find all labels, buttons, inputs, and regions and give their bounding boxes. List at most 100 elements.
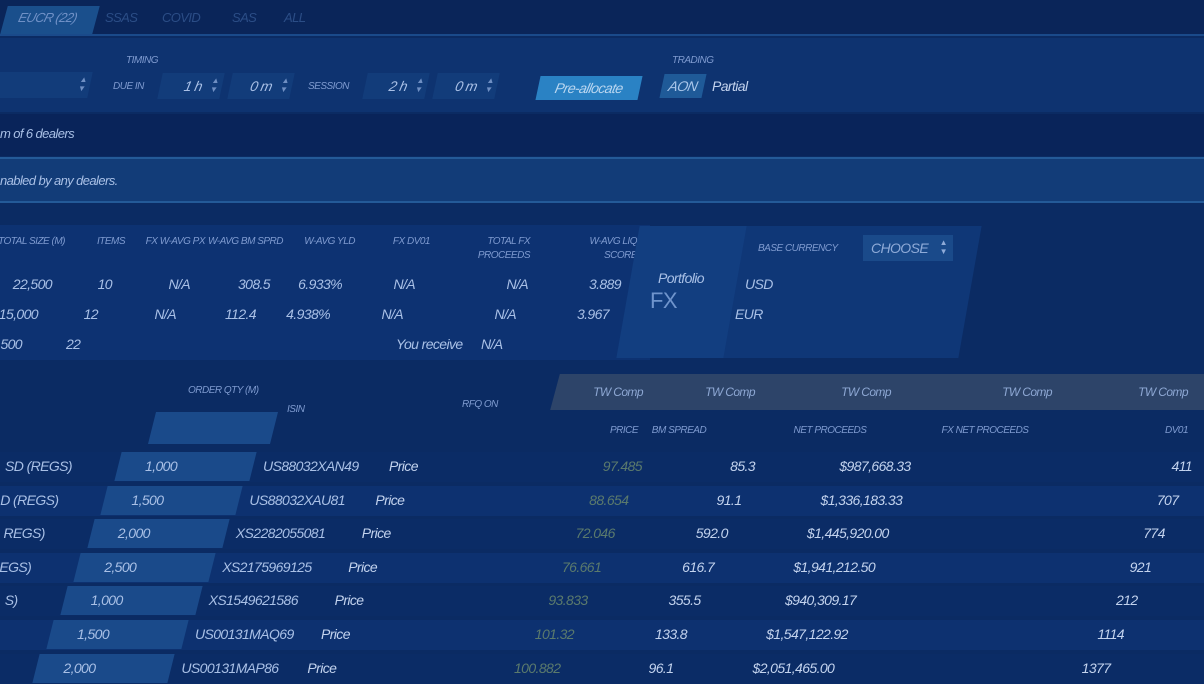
bond-name: D (REGS) (0, 491, 59, 508)
dealers-text: m of 6 dealers (0, 126, 75, 141)
tab-all[interactable]: ALL (284, 10, 306, 25)
price-value: 88.654 (589, 491, 629, 508)
summary-cell: 6.933% (298, 276, 342, 292)
select-value: CHOOSE (871, 240, 929, 256)
tab-sas[interactable]: SAS (232, 10, 257, 25)
bm-spread-value: 91.1 (716, 491, 742, 508)
dropdown-select[interactable]: ▲ ▼ (0, 72, 93, 98)
order-qty-value: 1,500 (131, 491, 164, 508)
tab-covid[interactable]: COVID (162, 10, 201, 25)
tab-ssas[interactable]: SSAS (105, 10, 138, 25)
table-row[interactable] (0, 620, 1204, 650)
due-hours-spinner[interactable]: 1 h ▲ ▼ (157, 73, 225, 99)
tab-eucr[interactable]: EUCR (22) (0, 6, 100, 34)
order-qty-input[interactable] (73, 552, 216, 582)
price-value: 72.046 (575, 525, 616, 542)
isin-header: ISIN (287, 404, 305, 415)
order-qty-input[interactable] (114, 452, 257, 481)
summary-header: W-AVG YLD (304, 236, 355, 247)
isin: XS2282055081 (235, 525, 326, 542)
net-proceeds-value: $1,547,122.92 (766, 626, 848, 642)
notice-text: nabled by any dealers. (0, 173, 118, 188)
currency-usd[interactable]: USD (745, 276, 773, 292)
net-proceeds-value: $2,051,465.00 (752, 659, 835, 676)
summary-cell: N/A (154, 306, 176, 322)
summary-cell: N/A (393, 276, 415, 292)
net-proceeds-value: $1,445,920.00 (806, 525, 889, 542)
isin: US00131MAP86 (181, 659, 279, 676)
order-qty-value: 1,000 (90, 592, 124, 609)
tab-label: EUCR (22) (16, 10, 79, 25)
isin: US88032XAN49 (263, 458, 359, 474)
summary-header: TOTAL SIZE (M) (0, 236, 66, 247)
order-qty-input[interactable] (100, 485, 244, 515)
price-value: 100.882 (513, 659, 561, 676)
rfq-on-value[interactable]: Price (348, 558, 378, 575)
due-minutes-spinner[interactable]: 0 m ▲ ▼ (227, 73, 295, 99)
group-header: TW Comp (841, 385, 891, 399)
summary-header: W-AVG BM SPRD (208, 236, 284, 247)
order-qty-value: 1,000 (145, 458, 178, 474)
spinner-value: 2 h (387, 78, 409, 94)
rfq-on-value[interactable]: Price (334, 592, 365, 609)
bm-spread-value: 133.8 (654, 626, 688, 642)
rfq-on-value[interactable]: Price (361, 525, 392, 542)
net-proceeds-value: $940,309.17 (784, 592, 857, 609)
total-size: 500 (0, 336, 22, 352)
bond-name: S) (4, 592, 18, 609)
dv01-value: 1377 (1081, 659, 1111, 676)
you-receive-value: N/A (481, 336, 503, 352)
spinner-arrows-icon: ▲ ▼ (76, 75, 89, 93)
summary-cell: 10 (97, 276, 113, 292)
spinner-value: 0 m (453, 78, 479, 94)
bm-spread-value: 85.3 (730, 458, 755, 474)
session-hours-spinner[interactable]: 2 h ▲ ▼ (362, 73, 430, 99)
summary-cell: 3.967 (576, 306, 610, 322)
bond-name: EGS) (0, 558, 32, 575)
order-qty-value: 2,500 (104, 558, 137, 575)
order-qty-header: ORDER QTY (M) (188, 385, 259, 396)
order-qty-value: 1,500 (77, 626, 110, 642)
qty-filter-box[interactable] (148, 412, 278, 444)
isin: XS2175969125 (222, 558, 312, 575)
rfq-on-value[interactable]: Price (321, 626, 351, 642)
order-qty-input[interactable] (87, 519, 230, 549)
column-header: NET PROCEEDS (793, 425, 867, 436)
dv01-value: 707 (1156, 491, 1179, 508)
base-currency-select[interactable]: CHOOSE ▲ ▼ (863, 235, 953, 261)
order-qty-input[interactable] (32, 653, 176, 683)
bm-spread-value: 592.0 (695, 525, 729, 542)
portfolio-label: Portfolio (658, 270, 705, 286)
column-header: FX NET PROCEEDS (941, 425, 1029, 436)
net-proceeds-value: $987,668.33 (839, 458, 911, 474)
price-value: 97.485 (602, 458, 643, 474)
rfq-on-value[interactable]: Price (389, 458, 419, 474)
due-in-label: DUE IN (113, 81, 144, 92)
dv01-value: 1114 (1097, 626, 1124, 642)
order-qty-input[interactable] (59, 586, 203, 616)
summary-cell: 112.4 (225, 306, 257, 322)
summary-cell: N/A (381, 306, 403, 322)
bm-spread-value: 355.5 (668, 592, 702, 609)
rfq-on-value[interactable]: Price (375, 491, 405, 508)
order-qty-input[interactable] (46, 620, 189, 649)
summary-cell: 3.889 (588, 276, 622, 292)
summary-panel (0, 225, 650, 360)
column-header: BM SPREAD (651, 425, 707, 436)
bm-spread-value: 616.7 (682, 558, 715, 575)
summary-cell: 12 (83, 306, 99, 322)
dv01-value: 411 (1171, 458, 1192, 474)
currency-eur[interactable]: EUR (735, 306, 763, 322)
rfq-on-value[interactable]: Price (307, 659, 337, 676)
dealers-bar: m of 6 dealers (0, 114, 1204, 156)
partial-toggle[interactable]: Partial (712, 78, 748, 94)
pre-allocate-button[interactable]: Pre-allocate (535, 76, 643, 100)
spinner-arrows-icon: ▲ ▼ (208, 76, 221, 94)
spinner-value: 1 h (182, 78, 204, 94)
session-minutes-spinner[interactable]: 0 m ▲ ▼ (432, 73, 500, 99)
aon-toggle[interactable]: AON (659, 74, 707, 98)
bond-name: SD (REGS) (5, 458, 73, 474)
order-qty-value: 2,000 (63, 659, 96, 676)
summary-header: W-AVG LIQ SCORE (589, 236, 637, 261)
summary-cell: 22,500 (12, 276, 53, 292)
